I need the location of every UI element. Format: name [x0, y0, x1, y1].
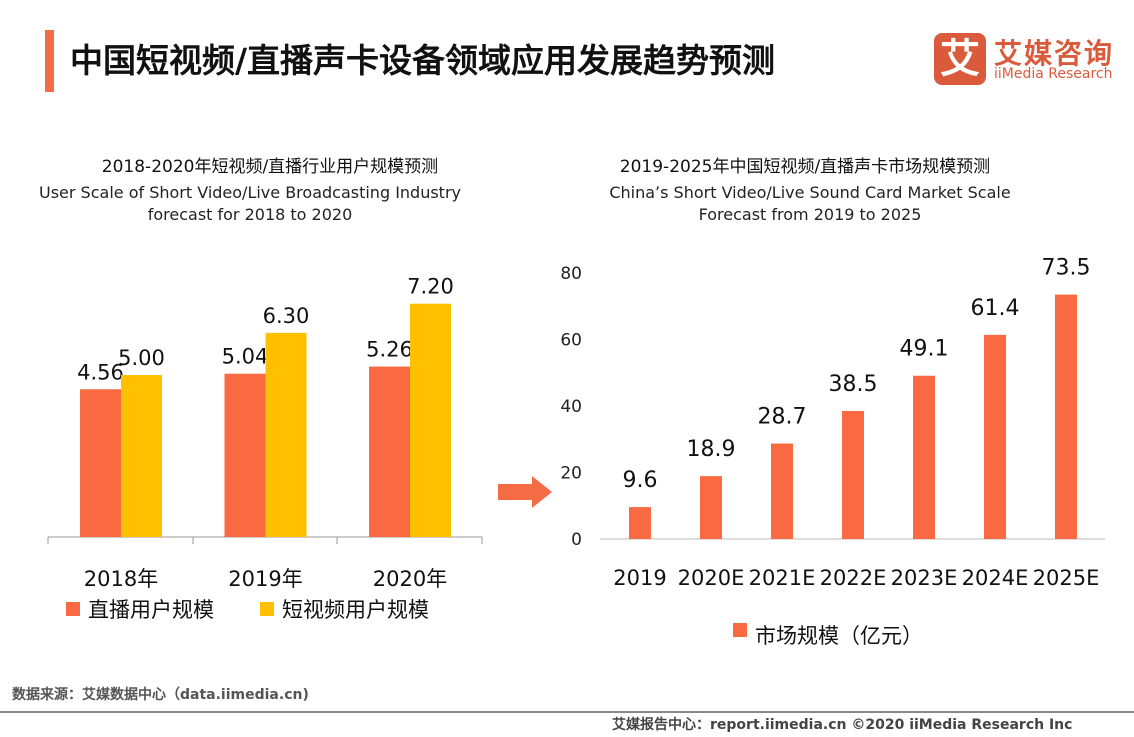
- y-tick-label: 20: [560, 464, 582, 484]
- data-label: 49.1: [900, 337, 949, 362]
- right-chart-title: 2019-2025年中国短视频/直播声卡市场规模预测: [619, 157, 991, 177]
- data-label: 5.04: [222, 345, 269, 369]
- logo-icon: 艾: [934, 33, 986, 85]
- bar-short-video: [265, 332, 307, 537]
- legend-label: 市场规模（亿元）: [755, 624, 923, 648]
- left-chart-subtitle: User Scale of Short Video/Live Broadcast…: [39, 183, 461, 224]
- legend-swatch: [733, 623, 747, 637]
- legend-label: 直播用户规模: [88, 598, 214, 622]
- data-label: 7.20: [407, 275, 454, 299]
- x-tick-label: 2025E: [1033, 566, 1100, 590]
- bar-market-scale: [1055, 294, 1077, 539]
- bar-market-scale: [913, 375, 935, 539]
- data-label: 61.4: [971, 296, 1020, 321]
- data-label: 38.5: [829, 372, 878, 397]
- legend-label: 短视频用户规模: [282, 598, 429, 622]
- legend-swatch: [66, 602, 80, 616]
- bar-market-scale: [984, 334, 1006, 539]
- x-tick-label: 2023E: [891, 566, 958, 590]
- footer-credit: 艾媒报告中心：report.iimedia.cn ©2020 iiMedia R…: [612, 717, 1073, 733]
- legend-swatch: [260, 602, 274, 616]
- y-tick-label: 80: [560, 264, 582, 284]
- y-tick-label: 60: [560, 331, 582, 351]
- footer-divider: [0, 711, 1134, 713]
- arrow-icon: [498, 476, 552, 508]
- title-accent-bar: [45, 30, 54, 92]
- x-tick-label: 2021E: [749, 566, 816, 590]
- right-chart-subtitle: China’s Short Video/Live Sound Card Mark…: [609, 183, 1011, 224]
- x-tick-label: 2019: [613, 566, 666, 590]
- x-tick-label: 2024E: [962, 566, 1029, 590]
- bar-short-video: [121, 375, 162, 537]
- y-tick-label: 40: [560, 397, 582, 417]
- left-chart-title: 2018-2020年短视频/直播行业用户规模预测: [101, 157, 439, 177]
- data-label: 73.5: [1042, 256, 1091, 281]
- bar-live: [369, 366, 410, 537]
- logo-text-en: iiMedia Research: [994, 66, 1113, 82]
- x-tick-label: 2022E: [820, 566, 887, 590]
- x-tick-label: 2020E: [678, 566, 745, 590]
- data-source: 数据来源：艾媒数据中心（data.iimedia.cn): [12, 687, 309, 703]
- data-label: 5.26: [366, 338, 413, 362]
- bar-live: [80, 389, 121, 537]
- bar-market-scale: [771, 443, 793, 539]
- data-label: 6.30: [263, 304, 310, 328]
- bar-market-scale: [700, 476, 722, 539]
- bar-market-scale: [629, 507, 651, 539]
- data-label: 5.00: [118, 346, 165, 370]
- data-label: 28.7: [758, 405, 807, 430]
- x-tick-label: 2018年: [84, 567, 158, 591]
- logo-text-cn: 艾媒咨询: [994, 37, 1115, 70]
- page-title: 中国短视频/直播声卡设备领域应用发展趋势预测: [70, 41, 776, 80]
- bar-short-video: [410, 303, 451, 537]
- bar-live: [224, 373, 266, 537]
- data-label: 4.56: [77, 360, 124, 384]
- y-tick-label: 0: [571, 530, 582, 550]
- data-label: 9.6: [623, 468, 658, 493]
- x-tick-label: 2019年: [228, 567, 302, 591]
- data-label: 18.9: [687, 437, 736, 462]
- x-tick-label: 2020年: [373, 567, 447, 591]
- bar-market-scale: [842, 410, 864, 539]
